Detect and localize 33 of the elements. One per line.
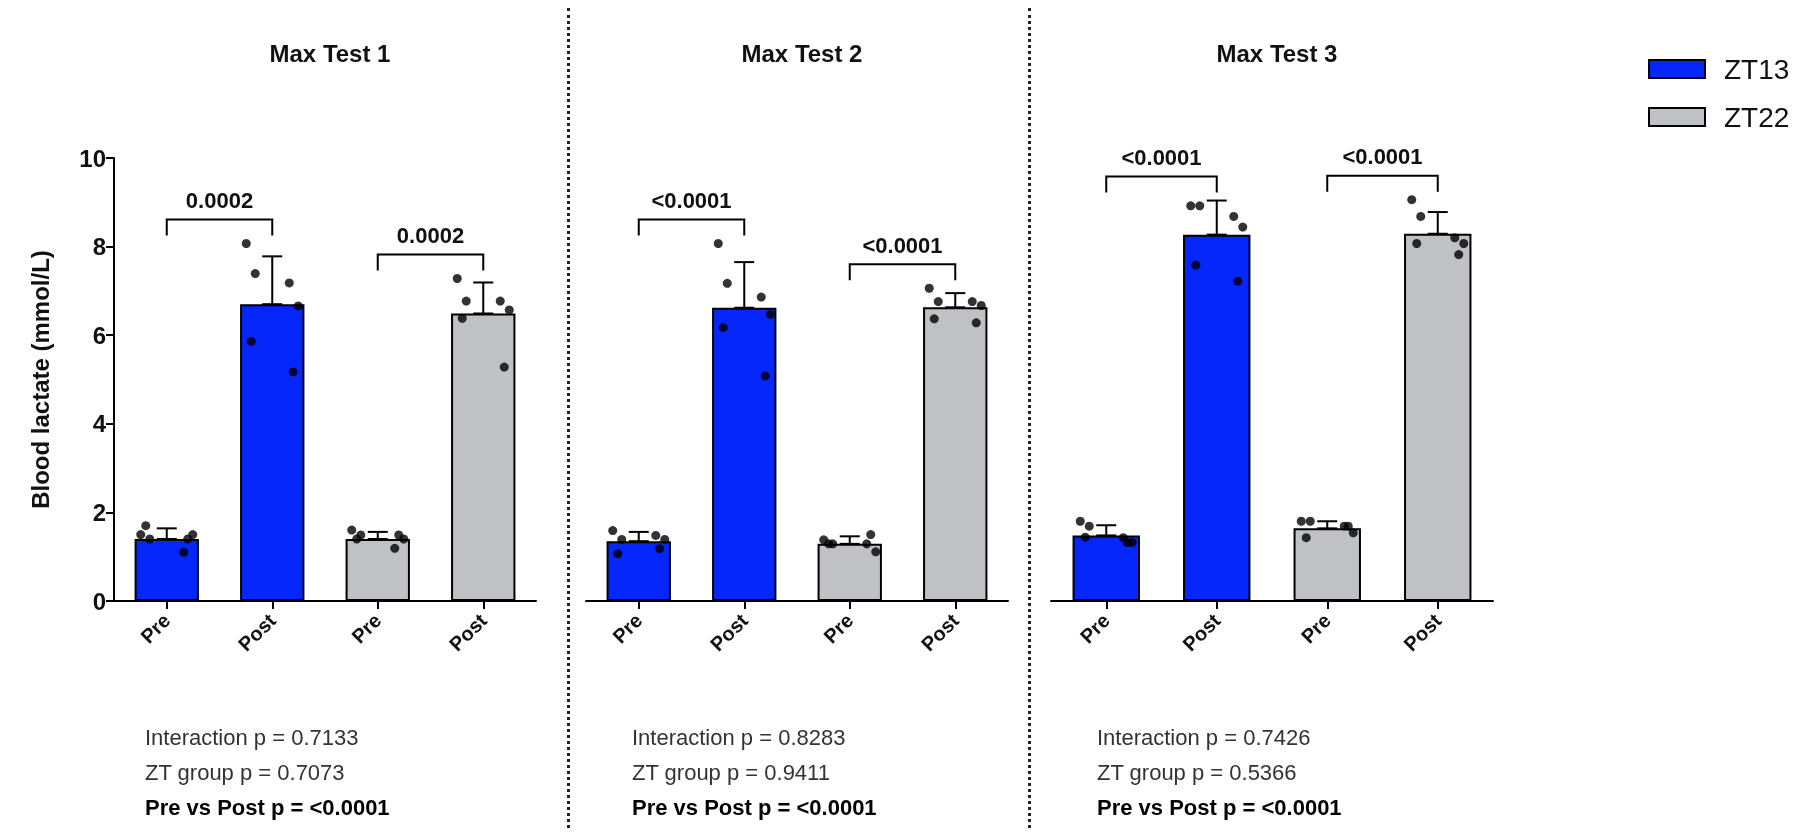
annotation: 0.0002 — [185, 188, 254, 213]
text: ZT group p = 0.7073 — [145, 759, 345, 785]
text: Pre vs Post p = <0.0001 — [632, 794, 877, 820]
x-tick-label: Pre — [819, 609, 858, 648]
chart-title: Max Test 3 — [1216, 39, 1338, 67]
text: Pre vs Post p = <0.0001 — [1097, 794, 1342, 820]
x-tick-label: Pre — [1296, 609, 1336, 648]
legend-label: ZT13 — [1724, 53, 1790, 85]
y-tick-label: 8 — [92, 233, 106, 261]
chart-title: Max Test 1 — [269, 39, 391, 67]
x-tick-label: Pre — [347, 609, 386, 648]
text: Pre vs Post p = <0.0001 — [145, 794, 390, 820]
legend-label: ZT22 — [1724, 101, 1790, 133]
y-axis-title: Blood lactate (mmol/L) — [26, 250, 54, 509]
annotation: <0.0001 — [1342, 144, 1423, 170]
x-tick-label: Pre — [1075, 609, 1115, 648]
y-tick-label: 2 — [92, 498, 106, 526]
chart-title: Max Test 2 — [741, 39, 863, 67]
text: Interaction p = 0.8283 — [632, 724, 846, 750]
x-tick-label: Pre — [608, 609, 647, 648]
text: Interaction p = 0.7133 — [145, 724, 359, 750]
y-tick-label: 4 — [92, 410, 107, 438]
y-tick-label: 6 — [92, 321, 106, 349]
y-tick-label: 10 — [79, 144, 106, 172]
annotation: <0.0001 — [1121, 145, 1202, 171]
text: ZT group p = 0.5366 — [1097, 759, 1297, 785]
annotation: <0.0001 — [651, 188, 732, 213]
text: Interaction p = 0.7426 — [1097, 724, 1311, 750]
x-tick-label: Pre — [136, 609, 175, 648]
y-tick-label: 0 — [92, 587, 106, 615]
annotation: <0.0001 — [862, 232, 943, 258]
text: ZT group p = 0.9411 — [632, 759, 830, 785]
annotation: 0.0002 — [396, 223, 465, 248]
